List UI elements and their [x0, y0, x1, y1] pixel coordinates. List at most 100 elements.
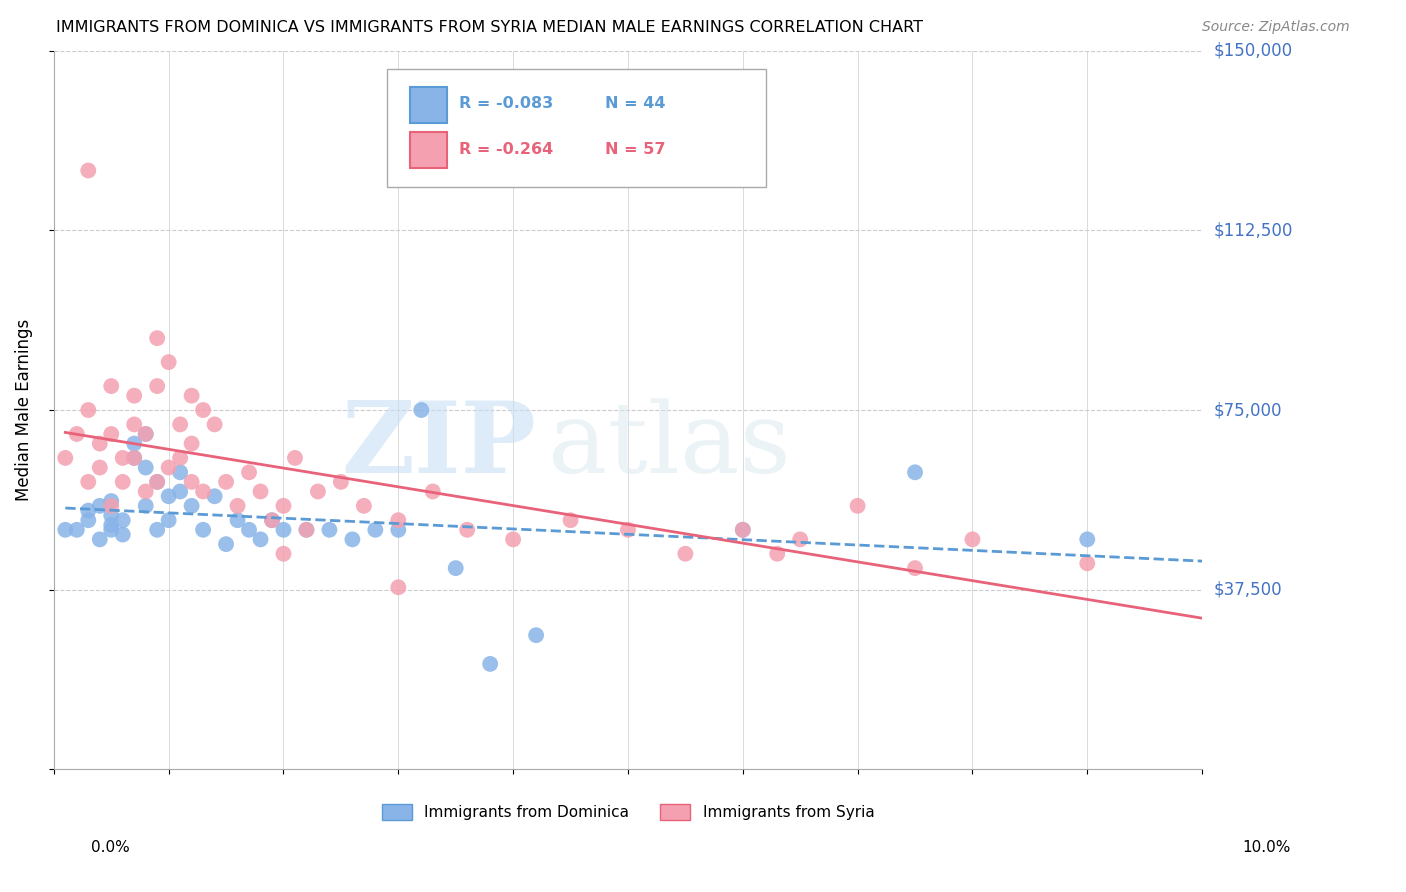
- Point: [226, 499, 249, 513]
- Point: [66, 427, 89, 442]
- Point: [422, 484, 444, 499]
- Point: [204, 489, 226, 503]
- Point: [157, 460, 180, 475]
- Point: [135, 427, 157, 442]
- Point: [122, 450, 145, 465]
- Point: [329, 475, 352, 489]
- Point: [260, 513, 283, 527]
- Point: [180, 475, 202, 489]
- Point: [135, 499, 157, 513]
- Point: [77, 513, 100, 527]
- Point: [273, 523, 295, 537]
- Point: [673, 547, 696, 561]
- Point: [387, 513, 409, 527]
- Point: [169, 450, 191, 465]
- Text: N = 57: N = 57: [605, 142, 665, 157]
- Point: [1076, 557, 1098, 571]
- Point: [77, 503, 100, 517]
- Point: [524, 628, 547, 642]
- Text: $150,000: $150,000: [1213, 42, 1292, 60]
- Point: [731, 523, 754, 537]
- Point: [766, 547, 789, 561]
- Point: [100, 494, 122, 508]
- Point: [89, 533, 111, 547]
- Point: [100, 499, 122, 513]
- Point: [100, 518, 122, 533]
- Point: [66, 523, 89, 537]
- Point: [146, 523, 169, 537]
- Point: [77, 403, 100, 417]
- Text: R = -0.264: R = -0.264: [460, 142, 554, 157]
- Point: [135, 460, 157, 475]
- Y-axis label: Median Male Earnings: Median Male Earnings: [15, 319, 32, 501]
- Point: [731, 523, 754, 537]
- Point: [100, 508, 122, 523]
- Point: [260, 513, 283, 527]
- Text: R = -0.083: R = -0.083: [460, 95, 554, 111]
- Point: [238, 465, 260, 479]
- Text: atlas: atlas: [547, 398, 790, 494]
- Point: [53, 450, 76, 465]
- Point: [191, 523, 214, 537]
- Point: [249, 533, 271, 547]
- Point: [284, 450, 307, 465]
- Point: [100, 523, 122, 537]
- Point: [560, 513, 582, 527]
- Point: [456, 523, 478, 537]
- Point: [53, 523, 76, 537]
- Point: [157, 489, 180, 503]
- Point: [191, 484, 214, 499]
- Point: [307, 484, 329, 499]
- Point: [479, 657, 502, 671]
- Point: [215, 537, 238, 551]
- Point: [215, 475, 238, 489]
- Text: $112,500: $112,500: [1213, 221, 1292, 239]
- Point: [122, 436, 145, 450]
- Text: Source: ZipAtlas.com: Source: ZipAtlas.com: [1202, 20, 1350, 34]
- FancyBboxPatch shape: [409, 87, 447, 122]
- Point: [1076, 533, 1098, 547]
- Point: [180, 436, 202, 450]
- Point: [122, 417, 145, 432]
- Point: [295, 523, 318, 537]
- Point: [100, 427, 122, 442]
- Point: [157, 513, 180, 527]
- Text: ZIP: ZIP: [342, 398, 536, 494]
- Point: [502, 533, 524, 547]
- Point: [387, 523, 409, 537]
- Point: [146, 475, 169, 489]
- Point: [353, 499, 375, 513]
- Legend: Immigrants from Dominica, Immigrants from Syria: Immigrants from Dominica, Immigrants fro…: [375, 798, 880, 826]
- Point: [962, 533, 984, 547]
- Point: [846, 499, 869, 513]
- Point: [204, 417, 226, 432]
- Point: [146, 475, 169, 489]
- Point: [111, 527, 134, 541]
- Point: [157, 355, 180, 369]
- Text: $37,500: $37,500: [1213, 581, 1282, 599]
- Point: [617, 523, 640, 537]
- Text: N = 44: N = 44: [605, 95, 665, 111]
- Text: 0.0%: 0.0%: [91, 840, 131, 855]
- Point: [111, 475, 134, 489]
- Point: [89, 460, 111, 475]
- Point: [273, 547, 295, 561]
- Point: [146, 331, 169, 345]
- Point: [180, 499, 202, 513]
- Point: [146, 379, 169, 393]
- Point: [89, 436, 111, 450]
- Point: [238, 523, 260, 537]
- Point: [180, 389, 202, 403]
- Point: [135, 484, 157, 499]
- Point: [100, 379, 122, 393]
- Point: [169, 484, 191, 499]
- Point: [169, 465, 191, 479]
- Text: $75,000: $75,000: [1213, 401, 1282, 419]
- Point: [411, 403, 433, 417]
- Point: [444, 561, 467, 575]
- Point: [789, 533, 811, 547]
- Point: [904, 561, 927, 575]
- Point: [77, 475, 100, 489]
- Point: [191, 403, 214, 417]
- Point: [226, 513, 249, 527]
